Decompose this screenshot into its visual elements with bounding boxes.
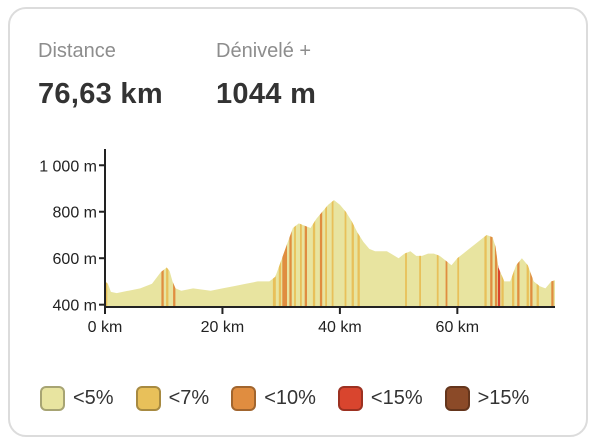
grade-band-lt7: [536, 200, 539, 307]
elevation-gain-stat: Dénivelé + 1044 m: [216, 39, 316, 111]
grade-band-lt7: [300, 200, 302, 307]
grade-band-lt10: [319, 200, 323, 307]
grade-band-lt10: [289, 200, 292, 307]
grade-band-lt7: [484, 200, 487, 307]
legend-swatch-lt5: [40, 385, 65, 411]
legend-item-lt5: <5%: [40, 385, 114, 411]
grade-band-lt10: [530, 200, 533, 307]
grade-band-lt10: [304, 200, 307, 307]
grade-band-lt10: [282, 200, 287, 307]
legend-swatch-lt15: [337, 385, 363, 411]
grade-band-lt7: [512, 200, 515, 307]
legend-swatch-lt10: [231, 385, 257, 411]
legend-label-gt15: >15%: [477, 386, 530, 409]
grade-band-lt7: [501, 200, 504, 307]
grade-band-lt7: [419, 200, 421, 307]
grade-band-lt7: [312, 200, 316, 307]
legend-item-gt15: >15%: [444, 385, 530, 411]
grade-band-lt7: [272, 200, 276, 307]
y-tick-label: 800 m: [53, 205, 97, 222]
distance-stat: Distance 76,63 km: [38, 39, 163, 111]
grade-band-lt10: [161, 200, 164, 307]
grade-band-lt7: [331, 200, 334, 307]
grade-band-lt7: [325, 200, 327, 307]
x-tick-label: 60 km: [436, 319, 480, 336]
grade-band-lt7: [436, 200, 439, 307]
elevation-card: Distance 76,63 km Dénivelé + 1044 m 400 …: [8, 7, 588, 437]
legend-item-lt7: <7%: [135, 385, 210, 411]
x-tick-label: 40 km: [318, 319, 362, 336]
grade-band-lt10: [490, 200, 493, 307]
distance-value: 76,63 km: [38, 78, 163, 110]
grade-band-lt7: [526, 200, 529, 307]
legend-swatch-gt15: [444, 385, 470, 411]
legend-item-lt10: <10%: [231, 385, 316, 411]
grade-band-lt10: [551, 200, 554, 307]
grade-band-lt7: [351, 200, 354, 307]
grade-band-lt10: [173, 200, 176, 307]
grade-legend: <5% <7% <10% <15% >15%: [40, 381, 551, 415]
grade-band-lt10: [494, 200, 498, 307]
elevation-profile-chart[interactable]: 400 m 600 m 800 m 1 000 m 0 km 20 km 40 km 60 k…: [10, 9, 586, 349]
distance-label: Distance: [38, 40, 116, 62]
legend-label-lt10: <10%: [264, 386, 316, 409]
grade-band-lt15: [497, 200, 501, 307]
elevation-gain-label: Dénivelé +: [216, 40, 312, 62]
legend-label-lt5: <5%: [73, 386, 114, 409]
legend-label-lt7: <7%: [168, 386, 210, 409]
grade-band-lt7: [405, 200, 407, 307]
grade-band-lt7: [278, 200, 282, 307]
x-tick-label: 0 km: [88, 319, 123, 336]
grade-band-lt10: [517, 200, 520, 307]
y-tick-label: 600 m: [53, 251, 97, 268]
grade-band-lt10: [445, 200, 448, 307]
legend-label-lt15: <15%: [370, 386, 423, 409]
legend-swatch-lt7: [135, 385, 161, 411]
grade-band-lt7: [166, 200, 169, 307]
grade-band-lt7: [457, 200, 460, 307]
grade-band-lt7: [294, 200, 296, 307]
y-tick-label: 1 000 m: [39, 158, 97, 175]
elevation-gain-value: 1044 m: [216, 78, 317, 110]
legend-item-lt15: <15%: [337, 385, 423, 411]
x-tick-label: 20 km: [201, 319, 245, 336]
grade-band-lt7: [357, 200, 360, 307]
y-tick-label: 400 m: [53, 298, 97, 315]
grade-band-lt7: [344, 200, 347, 307]
elevation-area: [105, 200, 555, 307]
